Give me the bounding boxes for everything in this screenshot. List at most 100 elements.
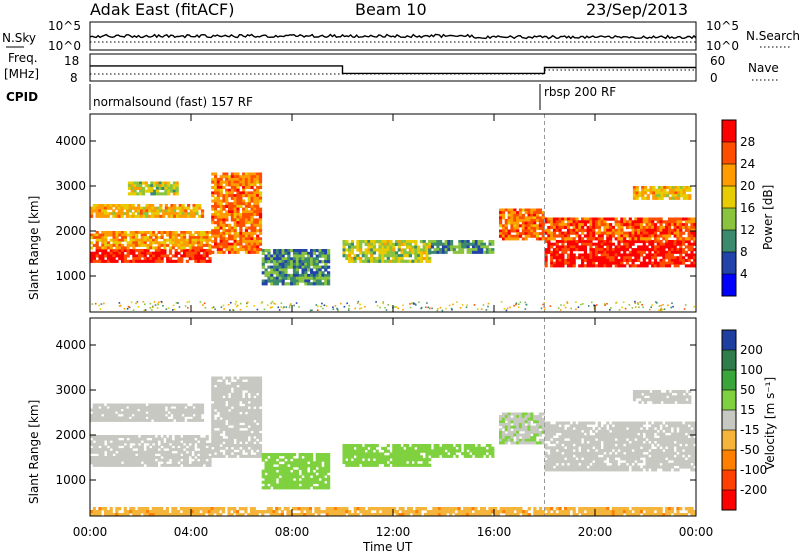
power-echo-cell <box>292 257 297 261</box>
power-echo-cell <box>163 231 167 234</box>
vel-echo-cell <box>194 450 198 454</box>
power-echo-cell <box>693 242 697 246</box>
power-echo-cell <box>184 209 188 213</box>
power-echo-cell <box>287 249 291 253</box>
power-echo-cell <box>211 194 215 198</box>
power-echo-cell <box>561 258 565 262</box>
power-echo-cell <box>447 248 451 252</box>
power-echo-cell <box>561 250 565 254</box>
power-echo-cell <box>642 245 646 249</box>
power-echo-cell <box>90 233 94 237</box>
power-echo-cell <box>258 172 263 176</box>
vel-echo-cell <box>383 455 388 459</box>
vel-echo-cell <box>109 458 113 462</box>
power-echo-cell <box>174 254 178 258</box>
vel-echo-cell <box>214 430 218 434</box>
power-echo-cell <box>250 231 254 235</box>
vel-echo-cell <box>225 406 229 410</box>
power-echo-cell <box>236 248 240 252</box>
vel-echo-cell <box>353 452 357 456</box>
power-echo-cell <box>174 241 178 245</box>
power-echo-cell <box>137 249 142 253</box>
power-echo-cell <box>298 279 302 283</box>
vel-echo-cell <box>247 408 251 412</box>
vel-echo-cell <box>301 464 305 468</box>
power-clutter-cell <box>274 303 277 305</box>
power-echo-cell <box>350 242 354 246</box>
power-echo-cell <box>441 250 445 254</box>
power-echo-cell <box>611 258 615 262</box>
power-echo-cell <box>230 186 234 190</box>
vel-echo-cell <box>202 442 206 446</box>
vel-echo-cell <box>120 416 124 420</box>
vel-echo-cell <box>168 440 173 444</box>
vel-echo-cell <box>408 460 412 465</box>
power-echo-cell <box>687 240 691 244</box>
power-echo-cell <box>239 221 243 225</box>
power-echo-cell <box>114 212 119 216</box>
vel-echo-cell <box>211 444 215 448</box>
power-clutter-cell <box>316 309 319 311</box>
power-echo-cell <box>174 236 178 240</box>
power-echo-cell <box>211 215 215 219</box>
vel-echo-cell <box>154 463 158 467</box>
power-echo-cell <box>642 248 646 252</box>
power-echo-cell <box>106 259 111 263</box>
vel-echo-cell <box>194 440 198 444</box>
vel-echo-cell <box>101 408 105 412</box>
power-echo-cell <box>141 181 146 185</box>
vel-echo-cell <box>128 413 132 417</box>
power-echo-cell <box>623 250 627 254</box>
power-echo-cell <box>136 184 140 188</box>
power-echo-cell <box>652 186 656 190</box>
power-echo-cell <box>180 249 184 253</box>
power-colorbar-swatch <box>722 208 736 231</box>
power-echo-cell <box>561 261 565 265</box>
vel-echo-cell <box>419 444 423 448</box>
power-echo-cell <box>656 261 660 265</box>
power-echo-cell <box>95 233 99 237</box>
power-echo-cell <box>659 250 663 254</box>
power-echo-cell <box>132 254 136 258</box>
power-echo-cell <box>670 256 674 260</box>
vel-echo-cell <box>123 408 127 412</box>
vel-echo-cell <box>180 437 184 441</box>
power-echo-cell <box>538 237 542 241</box>
vel-echo-cell <box>392 455 396 459</box>
power-echo-cell <box>216 250 220 254</box>
vel-echo-cell <box>128 408 132 412</box>
power-echo-cell <box>684 225 688 230</box>
vel-echo-cell <box>292 464 297 468</box>
power-echo-cell <box>518 234 523 238</box>
power-echo-cell <box>461 250 465 254</box>
vel-echo-cell <box>167 413 171 417</box>
vel-echo-cell <box>281 486 285 490</box>
vel-echo-cell <box>284 472 288 476</box>
power-echo-cell <box>501 211 506 215</box>
vel-echo-cell <box>192 416 196 420</box>
vel-echo-cell <box>242 408 246 412</box>
power-echo-cell <box>152 254 156 258</box>
power-echo-cell <box>620 217 624 221</box>
power-echo-cell <box>284 265 288 269</box>
power-echo-cell <box>112 209 116 213</box>
power-echo-cell <box>154 233 158 237</box>
vel-echo-cell <box>521 433 525 437</box>
power-clutter-cell <box>184 305 187 307</box>
power-echo-cell <box>321 254 325 258</box>
vel-echo-cell <box>342 444 346 448</box>
vel-echo-cell <box>250 435 254 439</box>
vel-echo-cell <box>219 384 223 388</box>
power-echo-cell <box>513 219 517 222</box>
vel-echo-cell <box>236 411 240 415</box>
power-echo-cell <box>181 209 185 213</box>
power-echo-cell <box>321 282 325 286</box>
vel-echo-cell <box>397 444 401 448</box>
power-echo-cell <box>197 246 201 250</box>
vel-echo-cell <box>558 435 562 439</box>
power-echo-cell <box>253 188 257 192</box>
power-echo-cell <box>383 248 388 252</box>
vel-echo-cell <box>126 442 130 446</box>
power-echo-cell <box>469 242 473 246</box>
power-echo-cell <box>422 242 426 246</box>
